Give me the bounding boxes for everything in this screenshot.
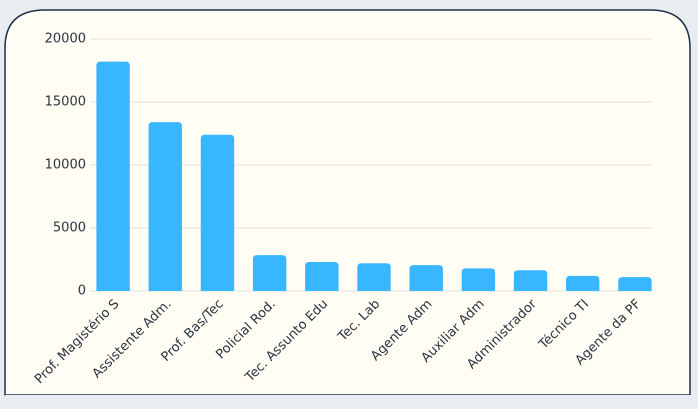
y-tick-label: 5000 (53, 221, 86, 236)
y-tick-label: 20000 (45, 32, 86, 47)
bar (566, 275, 600, 291)
y-tick-label: 15000 (45, 95, 86, 110)
bar (409, 265, 443, 291)
bar (357, 263, 391, 291)
card (4, 9, 691, 396)
bar (148, 122, 182, 291)
y-tick-label: 10000 (45, 158, 86, 173)
bar (252, 255, 287, 291)
bar (461, 268, 496, 291)
bar (96, 61, 130, 292)
bar (200, 134, 235, 291)
y-tick-label: 0 (78, 284, 86, 299)
card-footer (5, 395, 691, 405)
bar (618, 277, 652, 291)
bar (305, 262, 339, 291)
bar (513, 270, 548, 291)
